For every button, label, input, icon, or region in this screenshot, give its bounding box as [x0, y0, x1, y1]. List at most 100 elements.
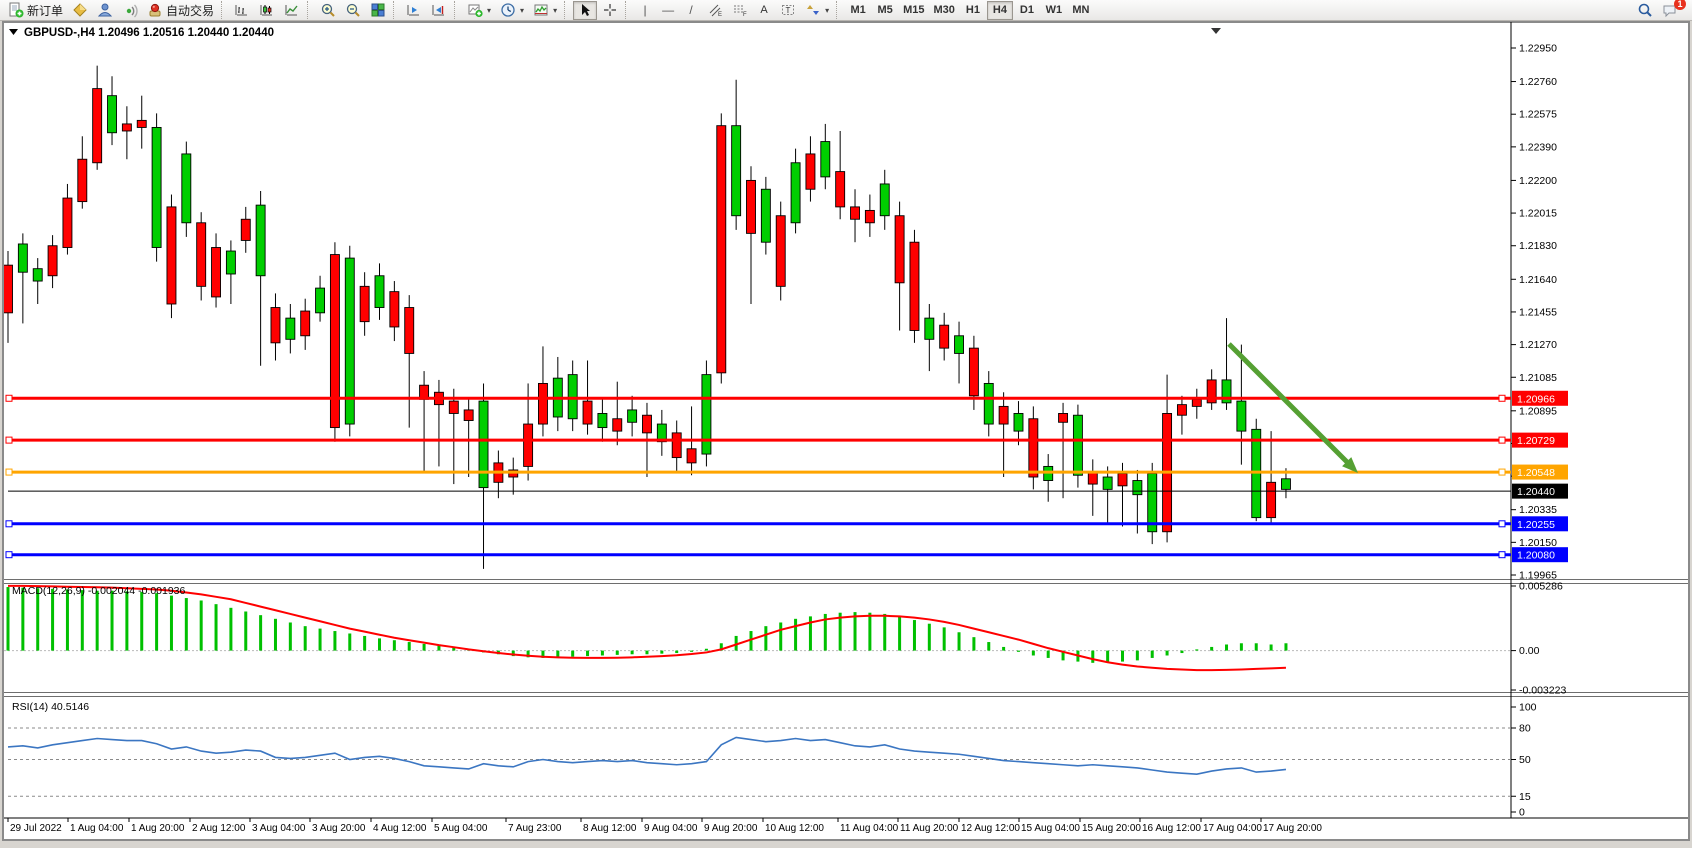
trend-arrow-head[interactable] [1342, 457, 1358, 473]
trendline-tool-button[interactable]: / [680, 1, 702, 20]
timeframe-h1-button[interactable]: H1 [960, 1, 986, 20]
crosshair-icon [602, 2, 618, 18]
macd-histogram-bar [407, 642, 411, 651]
macd-histogram-bar [1091, 650, 1095, 663]
macd-histogram-bar [1180, 650, 1184, 654]
crosshair-tool-button[interactable] [598, 1, 622, 20]
macd-histogram-bar [571, 650, 575, 657]
candle-body [211, 247, 221, 298]
new-chart-button[interactable]: ▾ [463, 1, 495, 20]
candle-body [448, 400, 459, 414]
macd-histogram-bar [838, 612, 842, 651]
timeframe-mn-button[interactable]: MN [1068, 1, 1094, 20]
signal-button[interactable] [118, 1, 142, 20]
svg-text:F: F [743, 12, 747, 18]
chart-frame [2, 21, 1690, 841]
macd-histogram-bar [1121, 650, 1124, 662]
time-tick-label: 17 Aug 20:00 [1263, 823, 1322, 834]
candle-body [716, 125, 727, 374]
candle-body [136, 119, 147, 128]
macd-histogram-bar [273, 618, 277, 651]
candle-body [968, 347, 979, 397]
timeframe-w1-button[interactable]: W1 [1041, 1, 1067, 20]
macd-histogram-bar [378, 638, 381, 651]
chart-window[interactable]: 1.22950 1.22760 1.22575 1.22390 1.22200 1.220… [0, 21, 1692, 843]
macd-histogram-bar [110, 590, 114, 651]
timeframe-h4-button[interactable]: H4 [986, 0, 1013, 20]
chart-shift-marker[interactable] [1211, 28, 1221, 34]
candle-body [17, 243, 28, 273]
line-chart-button[interactable] [280, 1, 304, 20]
tile-windows-button[interactable] [366, 1, 390, 20]
timeframe-m15-button[interactable]: M15 [899, 1, 928, 20]
symbol-dropdown-icon[interactable] [9, 29, 18, 35]
notifications-button[interactable]: 1 [1658, 0, 1686, 20]
chart-shift-button[interactable] [427, 1, 451, 20]
line-chart-icon [284, 2, 300, 18]
macd-histogram-bar [675, 650, 679, 654]
candle-body [820, 141, 831, 178]
price-badge-label: 1.20548 [1517, 467, 1555, 479]
price-axis[interactable]: 1.22950 1.22760 1.22575 1.22390 1.22200 1.220… [1511, 43, 1557, 582]
auto-scroll-button[interactable] [402, 1, 426, 20]
rsi-panel: 100 80 50 15 0 RSI(14) 40.5146 [7, 701, 1537, 819]
timeframe-m30-button[interactable]: M30 [930, 1, 959, 20]
price-badge [1512, 547, 1568, 563]
price-tick-label: 1.21830 [1519, 240, 1557, 252]
text-icon: A [760, 4, 768, 16]
new-order-icon [8, 2, 24, 18]
toolbar-separator [836, 1, 842, 19]
price-tick-label: 1.20895 [1519, 405, 1557, 417]
zoom-in-button[interactable] [316, 1, 340, 20]
trend-arrow[interactable] [1227, 342, 1352, 467]
macd-histogram-bar [1239, 643, 1243, 651]
candle-body [924, 317, 935, 340]
auto-trading-icon [147, 2, 163, 18]
macd-histogram-bar [972, 637, 976, 651]
candle-body [151, 126, 162, 248]
candle-body [255, 204, 266, 277]
text-tool-button[interactable]: A [753, 1, 775, 20]
time-axis[interactable]: 29 Jul 2022 1 Aug 04:00 1 Aug 20:00 2 Aug 1… [7, 818, 1322, 834]
auto-trading-button[interactable]: 自动交易 [143, 1, 218, 20]
price-tick-label: 1.21455 [1519, 306, 1557, 318]
channel-tool-button[interactable]: E [703, 1, 727, 20]
zoom-out-button[interactable] [341, 1, 365, 20]
timeframe-m5-button[interactable]: M5 [872, 1, 898, 20]
macd-histogram-bar [392, 640, 396, 651]
price-badge [1512, 516, 1568, 532]
price-tick-label: 1.22575 [1519, 109, 1557, 121]
timeframe-d1-button[interactable]: D1 [1014, 1, 1040, 20]
macd-histogram-bar [169, 595, 173, 651]
arrows-tool-button[interactable]: ▾ [801, 1, 833, 20]
macd-histogram-bar [927, 623, 931, 651]
gold-cube-button[interactable] [68, 1, 92, 20]
profile-button[interactable] [93, 1, 117, 20]
periodicity-button[interactable]: ▾ [496, 1, 528, 20]
timeframe-m1-button[interactable]: M1 [845, 1, 871, 20]
time-tick-label: 17 Aug 04:00 [1203, 823, 1262, 834]
text-label-tool-button[interactable]: T [776, 1, 800, 20]
vertical-line-tool-button[interactable]: | [634, 1, 656, 20]
cursor-tool-button[interactable] [573, 0, 598, 20]
macd-histogram-bar [1210, 646, 1214, 651]
horizontal-line-tool-button[interactable]: — [657, 1, 679, 20]
line-handle [5, 436, 13, 444]
candle-body [656, 423, 667, 443]
new-order-button[interactable]: 新订单 [4, 1, 67, 20]
bar-chart-button[interactable] [230, 1, 254, 20]
price-badge [1512, 464, 1568, 480]
macd-histogram-bar [318, 628, 322, 651]
candle-body [939, 324, 950, 349]
candle-body [4, 264, 13, 314]
search-button[interactable] [1633, 1, 1657, 20]
candle-body [686, 448, 697, 464]
macd-histogram-bar [511, 650, 515, 657]
candle-body [775, 215, 786, 287]
indicators-button[interactable]: ▾ [529, 1, 561, 20]
candle-body [523, 423, 534, 467]
chart-canvas[interactable]: 1.22950 1.22760 1.22575 1.22390 1.22200 1.220… [0, 21, 1692, 843]
candlestick-button[interactable] [255, 1, 279, 20]
fibonacci-tool-button[interactable]: F [728, 1, 752, 20]
